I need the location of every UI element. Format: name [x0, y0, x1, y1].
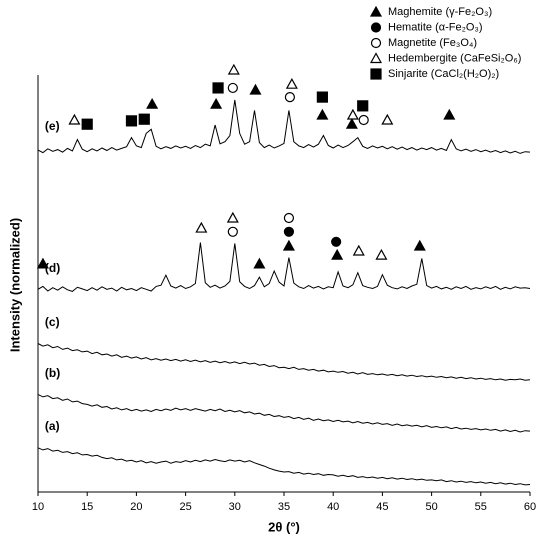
- x-tick-label: 50: [425, 501, 437, 513]
- legend-marker: [369, 5, 383, 17]
- peak-marker: [283, 226, 295, 237]
- x-tick-label: 10: [32, 501, 44, 513]
- peak-marker: [345, 117, 358, 129]
- peak-marker: [253, 257, 266, 269]
- peak-marker: [146, 97, 159, 109]
- peak-marker: [284, 92, 296, 103]
- x-tick-label: 35: [278, 501, 290, 513]
- peak-marker: [352, 244, 365, 256]
- x-axis-label: 2θ (°): [268, 519, 300, 534]
- x-tick-label: 30: [229, 501, 241, 513]
- peak-marker: [358, 114, 369, 126]
- x-tick-label: 60: [524, 501, 536, 513]
- peak-marker: [316, 91, 328, 103]
- peak-marker: [81, 118, 93, 130]
- pattern-label: (a): [45, 419, 60, 433]
- x-tick-label: 25: [179, 501, 191, 513]
- legend-marker: [370, 22, 382, 33]
- x-tick-label: 15: [81, 501, 93, 513]
- peak-marker: [227, 226, 238, 237]
- peak-marker: [36, 257, 49, 269]
- legend-marker: [370, 37, 382, 49]
- peak-marker: [413, 239, 426, 251]
- peak-marker: [210, 97, 223, 109]
- legend-label: Sinjarite (CaCl₂(H₂O)₂): [388, 68, 499, 80]
- xrd-pattern: [37, 447, 531, 486]
- peak-marker: [331, 248, 344, 260]
- x-tick-label: 40: [327, 501, 339, 513]
- legend-label: Hematite (α-Fe₂O₃): [388, 21, 483, 33]
- pattern-label: (d): [45, 261, 60, 275]
- xrd-pattern: [37, 242, 531, 292]
- xrd-pattern: [37, 393, 531, 433]
- peak-marker: [125, 115, 138, 127]
- legend-marker: [370, 68, 382, 80]
- peak-marker: [282, 239, 295, 251]
- peak-marker: [227, 63, 240, 75]
- legend-marker: [369, 52, 383, 64]
- peak-marker: [316, 108, 329, 120]
- xrd-pattern: [37, 343, 531, 381]
- x-tick-label: 55: [475, 501, 487, 513]
- peak-marker: [226, 211, 239, 223]
- peak-marker: [285, 77, 298, 89]
- peak-marker: [68, 113, 81, 125]
- y-axis-label: Intensity (normalized): [7, 218, 22, 352]
- peak-marker: [357, 100, 369, 112]
- peak-marker: [375, 248, 388, 260]
- pattern-label: (b): [45, 366, 60, 380]
- x-tick-label: 45: [376, 501, 388, 513]
- legend-label: Maghemite (γ-Fe₂O₃): [388, 6, 492, 18]
- peak-marker: [195, 221, 208, 233]
- peak-marker: [443, 108, 456, 120]
- peak-marker: [346, 108, 359, 120]
- pattern-label: (c): [45, 315, 60, 329]
- peak-marker: [331, 236, 342, 247]
- peak-marker: [138, 113, 150, 125]
- x-tick-label: 20: [130, 501, 142, 513]
- peak-marker: [212, 82, 224, 94]
- pattern-label: (e): [45, 119, 60, 133]
- peak-marker: [249, 83, 262, 95]
- peak-marker: [283, 212, 295, 224]
- peak-marker: [381, 113, 394, 125]
- legend-label: Hedembergite (CaFeSi₂O₆): [388, 52, 521, 64]
- peak-marker: [227, 82, 238, 94]
- xrd-pattern: [37, 99, 531, 154]
- legend-label: Magnetite (Fe₃O₄): [388, 37, 477, 49]
